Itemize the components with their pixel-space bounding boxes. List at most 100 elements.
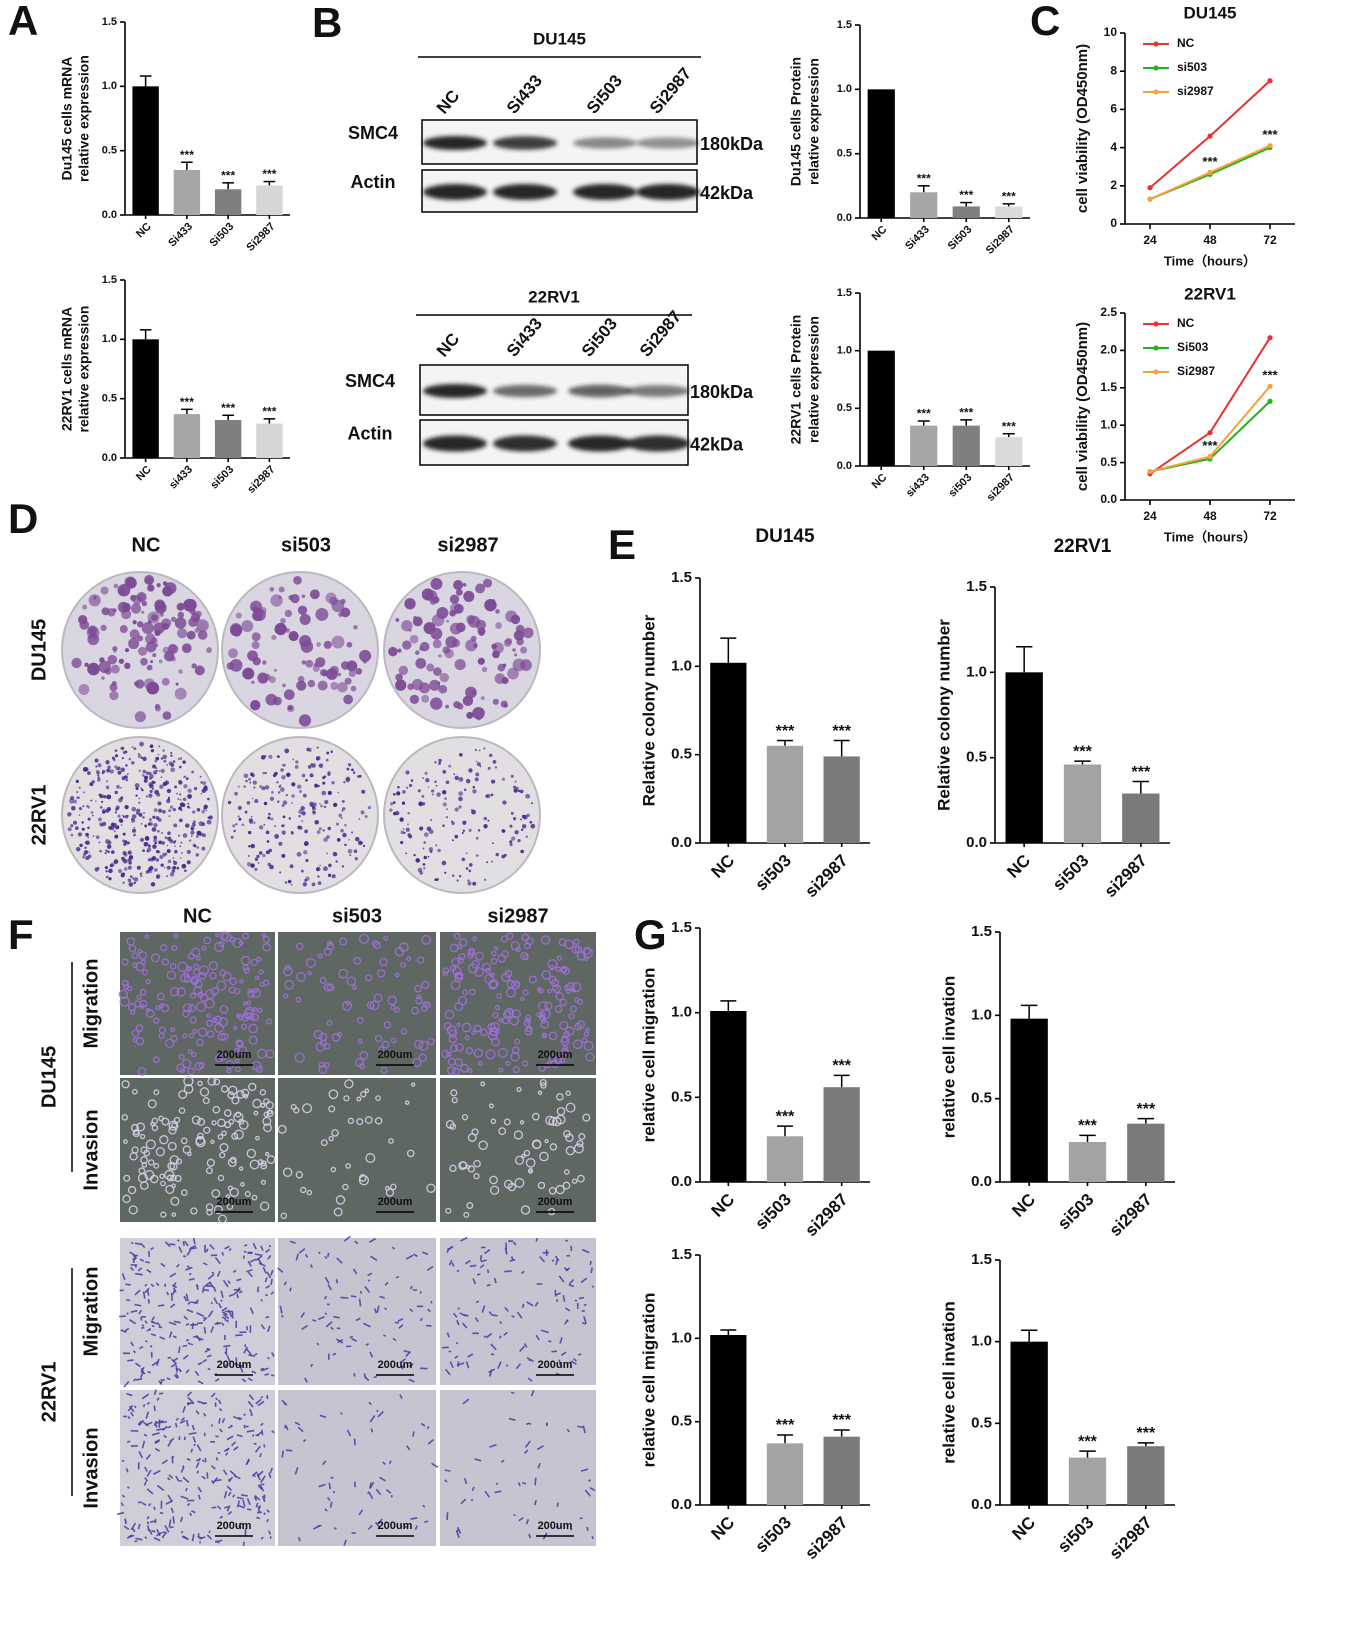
cell bbox=[137, 1267, 143, 1272]
cell bbox=[467, 1165, 475, 1173]
cell bbox=[537, 1462, 541, 1469]
bar bbox=[256, 185, 283, 215]
cell bbox=[469, 1264, 477, 1268]
colony bbox=[461, 832, 464, 834]
bar bbox=[823, 1087, 860, 1182]
cell bbox=[442, 967, 450, 975]
colony bbox=[149, 774, 154, 779]
cell bbox=[138, 1419, 144, 1427]
cell bbox=[445, 1207, 452, 1214]
cell bbox=[318, 1251, 321, 1255]
cell bbox=[141, 1244, 146, 1249]
cell bbox=[191, 1051, 197, 1058]
cell bbox=[509, 1259, 516, 1262]
colony bbox=[338, 813, 342, 818]
colony bbox=[137, 752, 140, 756]
cell bbox=[581, 1037, 588, 1044]
colony bbox=[530, 823, 536, 829]
cell bbox=[208, 960, 219, 971]
cell bbox=[169, 986, 180, 997]
colony bbox=[99, 795, 102, 799]
cell bbox=[574, 1299, 578, 1302]
cell bbox=[508, 1009, 514, 1014]
cell bbox=[364, 1116, 373, 1124]
colony bbox=[423, 866, 426, 870]
colony bbox=[281, 825, 284, 828]
colony bbox=[502, 800, 507, 805]
significance-label: *** bbox=[221, 168, 235, 182]
cell bbox=[221, 1251, 225, 1256]
cell bbox=[213, 1078, 221, 1086]
colony bbox=[273, 668, 277, 672]
cell bbox=[135, 1272, 143, 1276]
blot-band bbox=[423, 184, 487, 200]
legend-label: NC bbox=[1177, 316, 1195, 330]
cell bbox=[565, 1146, 575, 1156]
cell bbox=[571, 945, 580, 954]
colony bbox=[128, 861, 132, 865]
colony bbox=[276, 780, 279, 784]
cell bbox=[540, 1329, 549, 1334]
cell bbox=[427, 1439, 434, 1445]
cell bbox=[135, 1024, 144, 1032]
cell bbox=[335, 1195, 346, 1205]
cell bbox=[175, 1373, 180, 1379]
colony bbox=[195, 853, 200, 857]
cell bbox=[556, 1106, 566, 1116]
colony bbox=[252, 606, 258, 611]
colony bbox=[488, 753, 493, 758]
cell bbox=[122, 1194, 131, 1204]
cell bbox=[214, 1256, 221, 1265]
cell bbox=[148, 1528, 153, 1535]
colony bbox=[193, 786, 198, 791]
colony bbox=[285, 794, 288, 797]
colony bbox=[281, 804, 285, 807]
colony bbox=[292, 758, 295, 761]
colony bbox=[148, 782, 153, 787]
colony bbox=[176, 602, 185, 611]
cell bbox=[249, 1408, 253, 1415]
colony bbox=[196, 846, 199, 849]
y-tick-label: 1.5 bbox=[966, 578, 987, 595]
colony bbox=[262, 853, 266, 858]
cell bbox=[368, 1401, 372, 1406]
cell bbox=[374, 1521, 380, 1528]
colony bbox=[475, 583, 486, 594]
cell bbox=[521, 1153, 526, 1159]
cell bbox=[214, 1478, 222, 1482]
colony bbox=[120, 747, 123, 750]
colony bbox=[266, 840, 270, 843]
colony bbox=[509, 824, 513, 828]
colony bbox=[123, 842, 127, 846]
colony bbox=[293, 575, 302, 585]
cell bbox=[563, 1129, 571, 1138]
colony bbox=[520, 818, 522, 821]
cell bbox=[226, 1485, 233, 1491]
colony bbox=[277, 800, 280, 803]
significance-label: *** bbox=[917, 407, 931, 421]
colony bbox=[164, 852, 168, 856]
colony bbox=[329, 665, 339, 675]
cell bbox=[297, 1426, 304, 1433]
colony bbox=[318, 827, 322, 831]
y-tick-label: 1.0 bbox=[671, 1329, 692, 1346]
cell bbox=[383, 935, 389, 941]
cell bbox=[324, 1276, 330, 1284]
colony bbox=[143, 678, 155, 690]
cell bbox=[126, 985, 133, 992]
cell bbox=[182, 1344, 188, 1348]
cell bbox=[151, 1124, 159, 1132]
cell bbox=[366, 1001, 375, 1010]
cell bbox=[559, 1337, 563, 1344]
cell bbox=[419, 1317, 423, 1322]
colony bbox=[326, 835, 330, 839]
cell bbox=[449, 1123, 457, 1130]
bar bbox=[710, 1010, 747, 1182]
cell bbox=[263, 979, 270, 987]
cell bbox=[182, 1145, 192, 1154]
cell bbox=[182, 1354, 189, 1360]
cell bbox=[377, 969, 386, 978]
cell bbox=[146, 1269, 152, 1274]
colony bbox=[187, 788, 192, 793]
colony bbox=[124, 662, 131, 670]
